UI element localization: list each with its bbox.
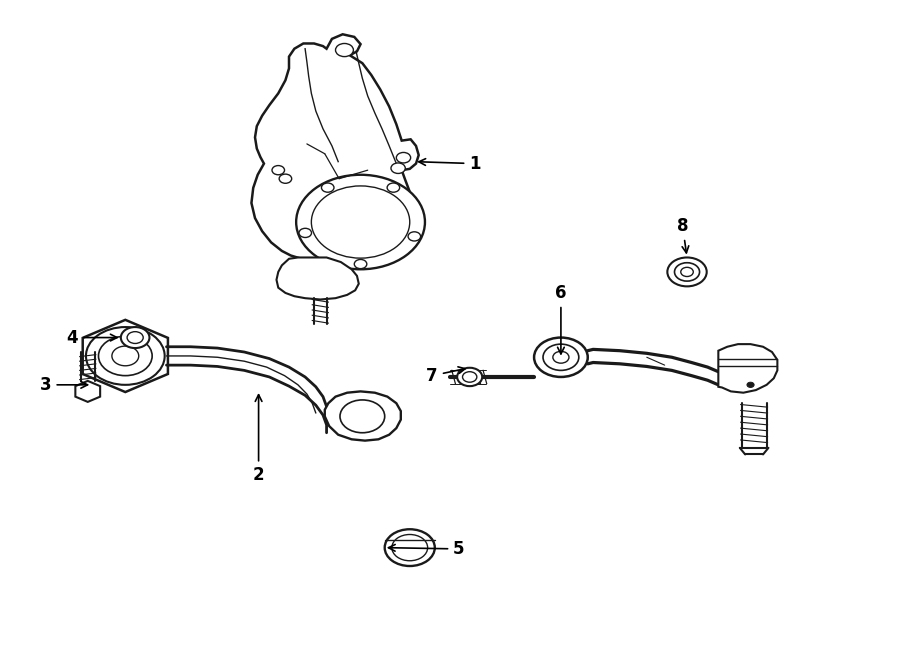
Polygon shape: [76, 381, 100, 402]
Circle shape: [279, 174, 292, 183]
Polygon shape: [276, 258, 359, 299]
Circle shape: [336, 44, 354, 57]
Text: 2: 2: [253, 395, 265, 485]
Text: 6: 6: [555, 284, 567, 354]
Polygon shape: [83, 320, 168, 392]
Circle shape: [355, 260, 367, 269]
Circle shape: [384, 529, 435, 566]
Text: 4: 4: [67, 328, 117, 347]
Circle shape: [747, 382, 754, 387]
Circle shape: [457, 368, 482, 386]
Circle shape: [272, 166, 284, 175]
Circle shape: [396, 152, 410, 163]
Circle shape: [463, 371, 477, 382]
Circle shape: [127, 332, 143, 344]
Polygon shape: [325, 391, 400, 441]
Circle shape: [121, 327, 149, 348]
Circle shape: [86, 327, 165, 385]
Circle shape: [98, 336, 152, 375]
Circle shape: [667, 258, 706, 287]
Polygon shape: [718, 344, 778, 393]
Polygon shape: [251, 34, 418, 260]
Circle shape: [408, 232, 420, 241]
Text: 8: 8: [677, 217, 688, 253]
Text: 1: 1: [418, 155, 481, 173]
Text: 7: 7: [427, 367, 465, 385]
Text: 3: 3: [40, 376, 87, 394]
Circle shape: [299, 228, 311, 238]
Circle shape: [543, 344, 579, 370]
Circle shape: [674, 263, 699, 281]
Text: 5: 5: [389, 540, 464, 558]
Circle shape: [340, 400, 384, 433]
Circle shape: [112, 346, 139, 366]
Circle shape: [321, 183, 334, 192]
Circle shape: [680, 267, 693, 277]
Circle shape: [553, 352, 569, 363]
Circle shape: [311, 186, 410, 258]
Circle shape: [296, 175, 425, 269]
Circle shape: [391, 163, 405, 173]
Circle shape: [534, 338, 588, 377]
Circle shape: [387, 183, 400, 192]
Circle shape: [392, 534, 428, 561]
